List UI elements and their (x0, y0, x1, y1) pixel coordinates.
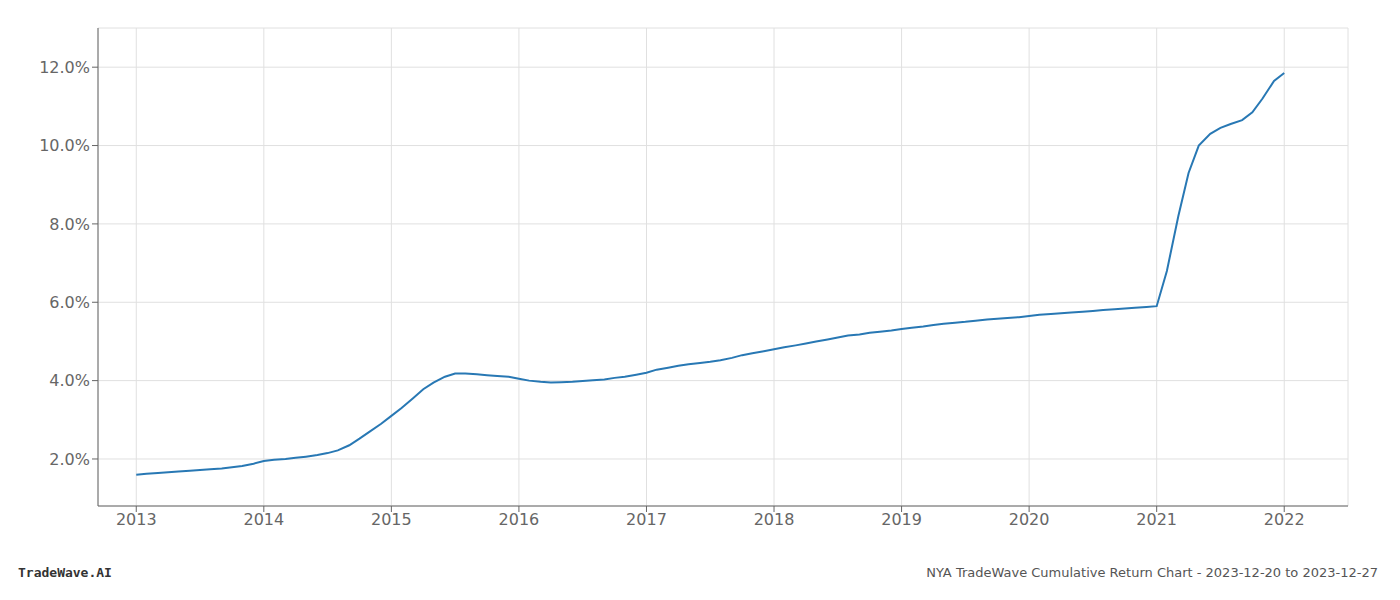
svg-text:2013: 2013 (116, 510, 157, 529)
svg-text:2.0%: 2.0% (49, 450, 90, 469)
svg-text:10.0%: 10.0% (39, 136, 90, 155)
svg-text:2019: 2019 (881, 510, 922, 529)
svg-text:12.0%: 12.0% (39, 58, 90, 77)
svg-text:2018: 2018 (754, 510, 795, 529)
html-text:NYA TradeWave Cumulative Retur: NYA TradeWave Cumulative Return Chart - … (926, 565, 1378, 580)
svg-text:6.0%: 6.0% (49, 293, 90, 312)
svg-text:8.0%: 8.0% (49, 215, 90, 234)
svg-text:2020: 2020 (1009, 510, 1050, 529)
svg-text:2017: 2017 (626, 510, 667, 529)
svg-text:2014: 2014 (243, 510, 284, 529)
svg-text:2015: 2015 (371, 510, 412, 529)
svg-text:2016: 2016 (499, 510, 540, 529)
html-text:TradeWave.AI: TradeWave.AI (18, 565, 112, 580)
svg-text:2022: 2022 (1264, 510, 1305, 529)
svg-text:2021: 2021 (1136, 510, 1177, 529)
svg-text:4.0%: 4.0% (49, 371, 90, 390)
